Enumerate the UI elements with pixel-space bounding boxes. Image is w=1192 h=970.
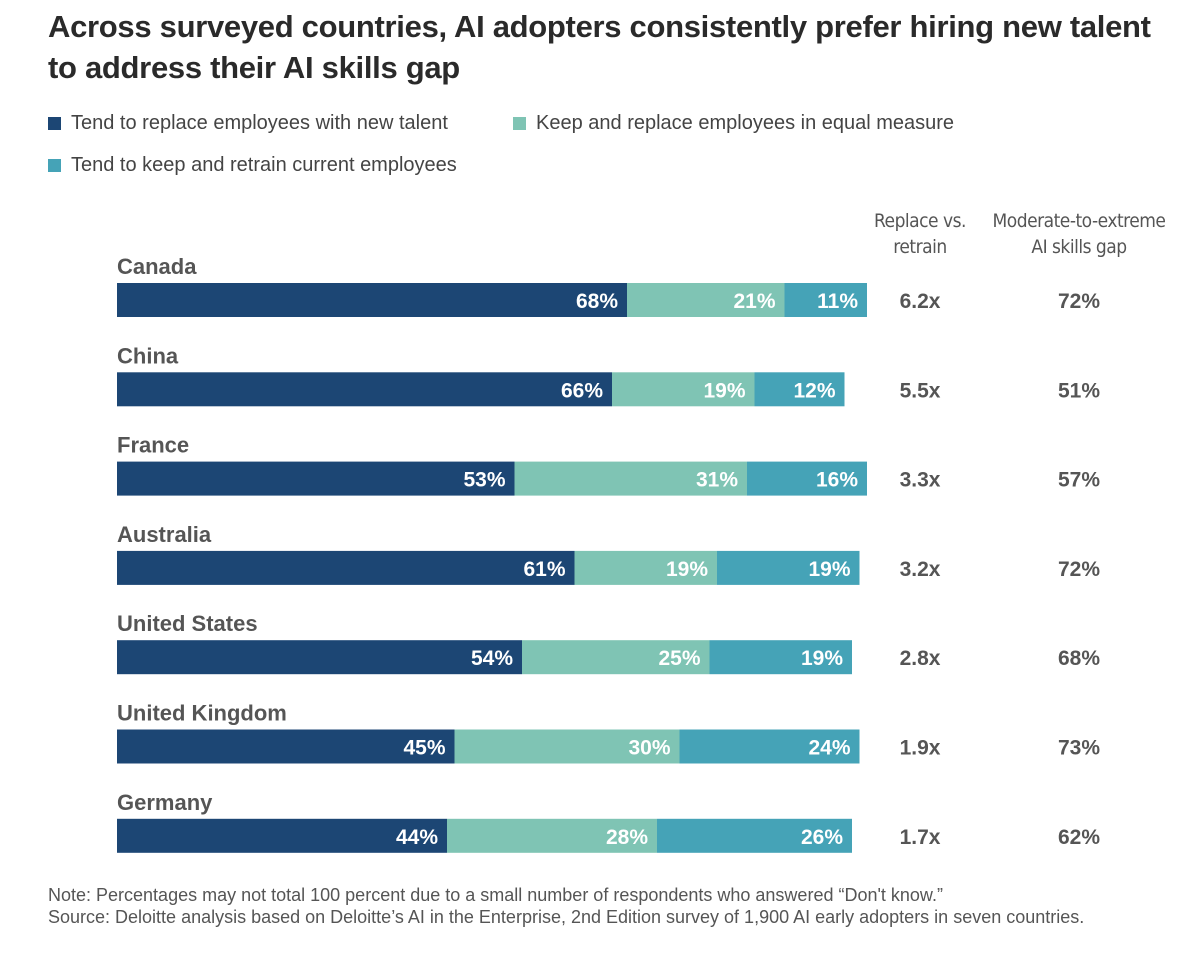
ratio-value-china: 5.5x [900,379,941,402]
bar-china-retrain [754,372,845,407]
data-label-australia-retrain: 19% [808,558,850,581]
bar-china-equal [612,372,755,407]
bar-united-states-replace [117,640,522,675]
bar-united-states-retrain [709,640,852,675]
data-label-canada-retrain: 11% [817,290,858,313]
legend-item-replace: Tend to replace employees with new talen… [48,112,448,135]
skills-gap-value-united-kingdom: 73% [1058,737,1100,760]
ratio-column-header: Replace vs. retrain [874,210,966,258]
data-label-united-kingdom-equal: 30% [628,737,670,760]
gap-column-header: Moderate-to-extreme AI skills gap [992,210,1166,258]
category-label-france: France [117,433,189,458]
source-text: Source: Deloitte analysis based on Deloi… [48,907,1085,927]
category-label-canada: Canada [117,254,197,279]
bar-australia-equal [574,550,717,585]
data-label-germany-retrain: 26% [801,826,843,849]
data-label-united-states-equal: 25% [658,647,700,670]
bar-united-kingdom-retrain [679,729,860,764]
data-label-united-kingdom-retrain: 24% [808,737,850,760]
category-label-germany: Germany [117,790,213,815]
skills-gap-value-united-states: 68% [1058,647,1100,670]
bar-united-kingdom-equal [454,729,680,764]
ratio-value-united-states: 2.8x [900,647,941,670]
stacked-bar-chart: Canada 68% 21% 11% 6.2x 72% China 66% 19% 12% 5.5x… [117,254,1100,853]
data-label-france-replace: 53% [463,469,505,492]
data-label-france-equal: 31% [696,469,738,492]
data-label-united-states-replace: 54% [471,647,513,670]
bar-australia-replace [117,550,575,585]
data-label-china-retrain: 12% [793,379,835,402]
skills-gap-value-canada: 72% [1058,290,1100,313]
data-label-germany-replace: 44% [396,826,438,849]
legend-swatch-equal [513,117,526,130]
category-label-united-kingdom: United Kingdom [117,701,287,726]
category-label-united-states: United States [117,611,258,636]
ratio-value-australia: 3.2x [900,558,941,581]
bar-canada-equal [627,283,785,317]
ratio-value-france: 3.3x [900,469,941,492]
data-label-canada-replace: 68% [576,290,618,313]
skills-gap-value-australia: 72% [1058,558,1100,581]
bar-canada-retrain [784,283,867,317]
category-label-australia: Australia [117,522,212,547]
legend-label-replace: Tend to replace employees with new talen… [71,112,448,134]
data-label-france-retrain: 16% [816,469,858,492]
bar-france-equal [514,461,747,496]
ratio-value-germany: 1.7x [900,826,941,849]
bar-australia-retrain [717,550,860,585]
bar-france-replace [117,461,515,496]
category-label-china: China [117,343,179,368]
chart-note: Note: Percentages may not total 100 perc… [48,884,1168,928]
note-text: Note: Percentages may not total 100 perc… [48,885,943,905]
data-label-germany-equal: 28% [606,826,648,849]
legend-item-retrain: Tend to keep and retrain current employe… [48,154,457,177]
legend-swatch-replace [48,117,61,130]
data-label-canada-equal: 21% [733,290,775,313]
legend-item-equal: Keep and replace employees in equal meas… [513,112,954,135]
bar-united-states-equal [522,640,710,675]
data-label-united-states-retrain: 19% [801,647,843,670]
bar-united-kingdom-replace [117,729,455,764]
chart-title: Across surveyed countries, AI adopters c… [48,9,1151,85]
data-label-australia-replace: 61% [523,558,565,581]
bar-germany-replace [117,818,447,853]
bar-china-replace [117,372,612,407]
bar-germany-equal [447,818,657,853]
skills-gap-value-china: 51% [1058,379,1100,402]
data-label-australia-equal: 19% [666,558,708,581]
legend-label-equal: Keep and replace employees in equal meas… [536,112,955,134]
data-label-china-replace: 66% [561,379,603,402]
legend-label-retrain: Tend to keep and retrain current employe… [71,154,457,176]
data-label-united-kingdom-replace: 45% [403,737,445,760]
skills-gap-value-germany: 62% [1058,826,1100,849]
data-label-china-equal: 19% [703,379,745,402]
bar-canada-replace [117,283,627,317]
bar-france-retrain [747,461,867,496]
ratio-value-united-kingdom: 1.9x [900,737,941,760]
legend-swatch-retrain [48,159,61,172]
bar-germany-retrain [657,818,852,853]
skills-gap-value-france: 57% [1058,469,1100,492]
ratio-value-canada: 6.2x [900,290,941,313]
